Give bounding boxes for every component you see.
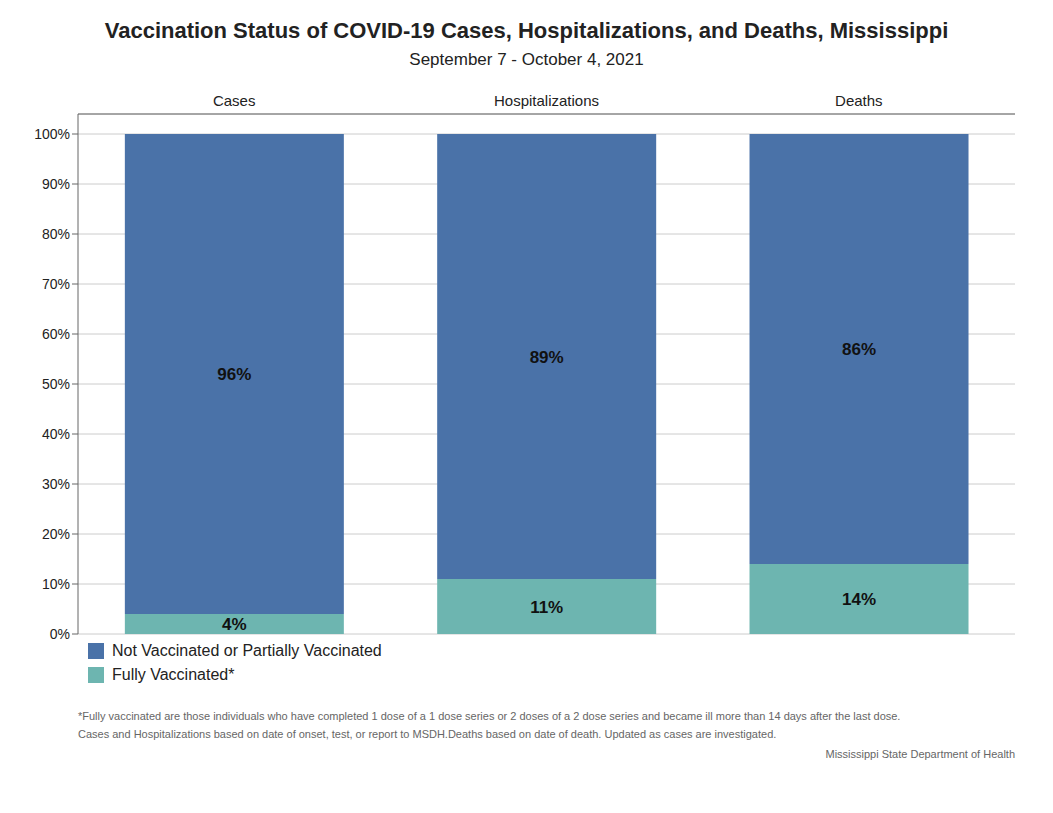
svg-text:90%: 90%: [42, 176, 70, 192]
svg-text:100%: 100%: [34, 126, 70, 142]
svg-text:89%: 89%: [530, 348, 564, 367]
svg-text:30%: 30%: [42, 476, 70, 492]
svg-text:Deaths: Deaths: [835, 92, 883, 109]
svg-text:Hospitalizations: Hospitalizations: [494, 92, 599, 109]
svg-text:20%: 20%: [42, 526, 70, 542]
svg-text:70%: 70%: [42, 276, 70, 292]
svg-text:40%: 40%: [42, 426, 70, 442]
html-text:Not Vaccinated or Partially Va: Not Vaccinated or Partially Vaccinated: [112, 642, 382, 659]
html-text:*Fully vaccinated are those in: *Fully vaccinated are those individuals …: [78, 710, 901, 722]
svg-text:11%: 11%: [530, 598, 563, 617]
html-text:Fully Vaccinated*: Fully Vaccinated*: [112, 666, 235, 683]
svg-text:60%: 60%: [42, 326, 70, 342]
html-text:Vaccination Status of COVID-19: Vaccination Status of COVID-19 Cases, Ho…: [104, 18, 949, 43]
svg-text:80%: 80%: [42, 226, 70, 242]
html-text:Cases and Hospitalizations bas: Cases and Hospitalizations based on date…: [78, 728, 777, 740]
svg-text:Cases: Cases: [213, 92, 256, 109]
svg-text:86%: 86%: [842, 340, 876, 359]
svg-text:10%: 10%: [42, 576, 70, 592]
svg-text:50%: 50%: [42, 376, 70, 392]
html-text:Mississippi State Department o: Mississippi State Department of Health: [825, 748, 1015, 760]
svg-text:0%: 0%: [50, 626, 70, 642]
svg-text:4%: 4%: [222, 615, 247, 634]
html-text:September 7 - October 4, 2021: September 7 - October 4, 2021: [409, 50, 644, 69]
svg-text:96%: 96%: [217, 365, 251, 384]
svg-text:14%: 14%: [842, 590, 876, 609]
